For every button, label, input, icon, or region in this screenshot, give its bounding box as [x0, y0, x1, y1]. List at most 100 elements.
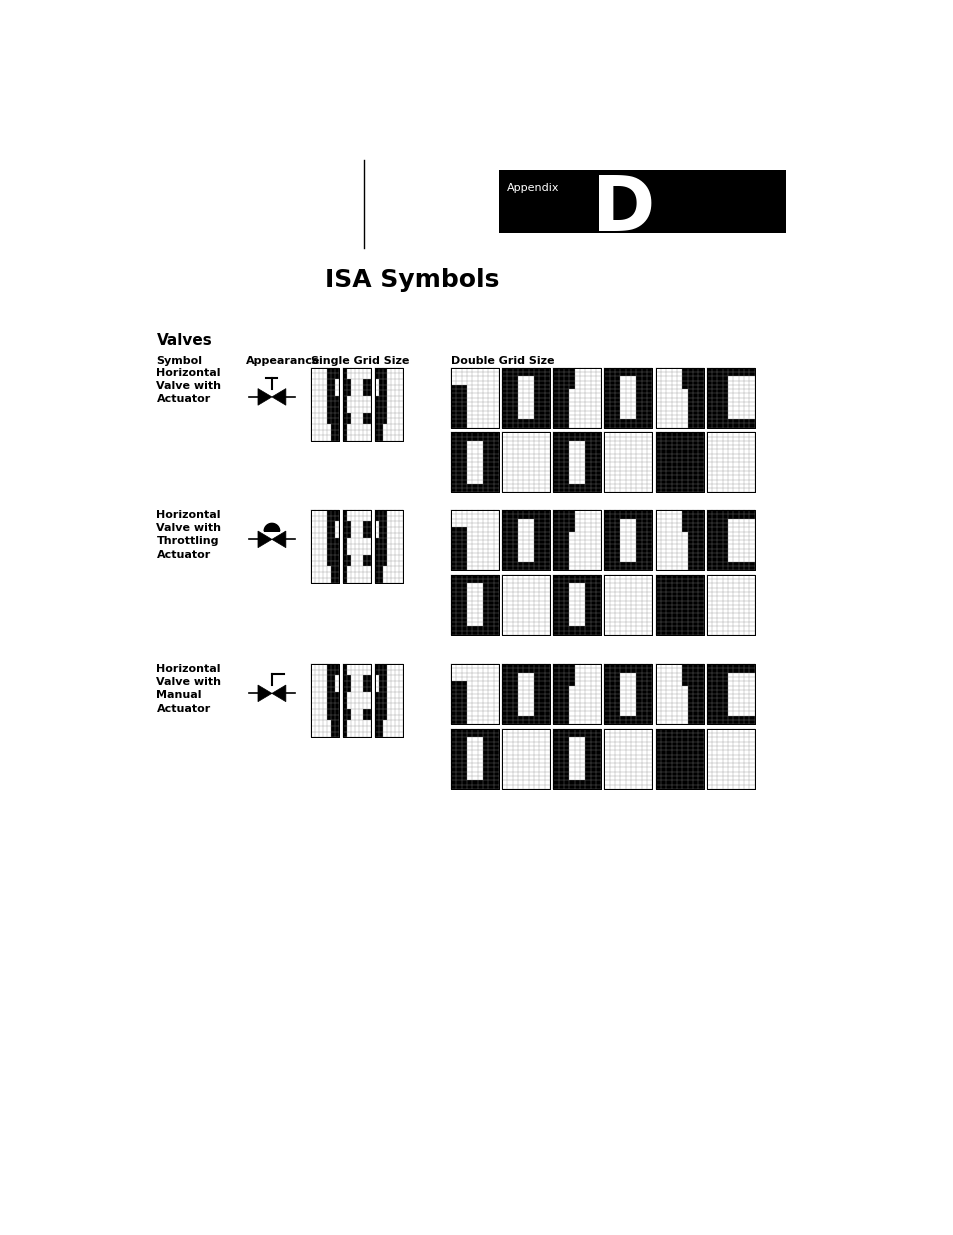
- Bar: [677, 767, 681, 772]
- Bar: [698, 540, 703, 545]
- Bar: [738, 715, 743, 720]
- Bar: [636, 515, 641, 519]
- Bar: [513, 562, 517, 566]
- Bar: [553, 510, 600, 571]
- Bar: [367, 561, 371, 567]
- Bar: [363, 561, 367, 567]
- Bar: [558, 626, 563, 631]
- Bar: [655, 437, 660, 441]
- Bar: [477, 488, 482, 493]
- Bar: [534, 419, 538, 424]
- Bar: [722, 368, 727, 372]
- Bar: [563, 536, 569, 540]
- Bar: [625, 715, 631, 720]
- Bar: [677, 742, 681, 746]
- Bar: [451, 763, 456, 767]
- Bar: [488, 458, 493, 462]
- Bar: [544, 706, 550, 711]
- Bar: [711, 566, 717, 571]
- Bar: [558, 372, 563, 377]
- Bar: [585, 471, 590, 475]
- Bar: [646, 703, 652, 706]
- Bar: [347, 390, 351, 395]
- Bar: [493, 441, 498, 445]
- Bar: [604, 415, 609, 419]
- Bar: [343, 384, 347, 390]
- Bar: [563, 484, 569, 488]
- Bar: [517, 715, 523, 720]
- Bar: [558, 685, 563, 690]
- Bar: [501, 715, 507, 720]
- Bar: [563, 548, 569, 553]
- Bar: [488, 453, 493, 458]
- Bar: [692, 746, 698, 750]
- Bar: [558, 574, 563, 579]
- Bar: [615, 424, 619, 427]
- Bar: [646, 664, 652, 668]
- Bar: [343, 709, 347, 715]
- Bar: [343, 368, 347, 373]
- Bar: [563, 776, 569, 781]
- Bar: [706, 685, 711, 690]
- Bar: [507, 385, 513, 389]
- Bar: [501, 385, 507, 389]
- Bar: [579, 626, 585, 631]
- Bar: [681, 734, 687, 737]
- Bar: [513, 377, 517, 380]
- Bar: [538, 531, 544, 536]
- Bar: [382, 676, 387, 680]
- Bar: [456, 685, 461, 690]
- Bar: [544, 515, 550, 519]
- Bar: [687, 462, 692, 467]
- Bar: [590, 755, 596, 758]
- Bar: [671, 445, 677, 450]
- Bar: [534, 540, 538, 545]
- Bar: [378, 687, 382, 693]
- Bar: [677, 746, 681, 750]
- Bar: [558, 406, 563, 410]
- Bar: [375, 510, 402, 583]
- Bar: [692, 588, 698, 592]
- Bar: [646, 515, 652, 519]
- Bar: [722, 522, 727, 527]
- Bar: [698, 424, 703, 427]
- Bar: [609, 690, 615, 694]
- Bar: [461, 548, 466, 553]
- Bar: [451, 394, 456, 398]
- Bar: [513, 394, 517, 398]
- Bar: [698, 545, 703, 548]
- Bar: [488, 437, 493, 441]
- Bar: [687, 720, 692, 724]
- Bar: [517, 668, 523, 673]
- Bar: [722, 673, 727, 677]
- Bar: [636, 368, 641, 372]
- Bar: [488, 746, 493, 750]
- Bar: [461, 441, 466, 445]
- Bar: [523, 424, 528, 427]
- Bar: [706, 389, 711, 394]
- Bar: [331, 510, 335, 516]
- Bar: [558, 605, 563, 609]
- Bar: [538, 406, 544, 410]
- Bar: [722, 720, 727, 724]
- Bar: [687, 605, 692, 609]
- Bar: [493, 588, 498, 592]
- Bar: [596, 458, 600, 462]
- Bar: [749, 368, 754, 372]
- Bar: [451, 781, 456, 784]
- Bar: [687, 622, 692, 626]
- Bar: [558, 445, 563, 450]
- Bar: [461, 583, 466, 588]
- Bar: [451, 772, 456, 776]
- Bar: [382, 390, 387, 395]
- Bar: [665, 767, 671, 772]
- Bar: [717, 372, 722, 377]
- Bar: [375, 424, 378, 430]
- Bar: [563, 462, 569, 467]
- Bar: [501, 562, 507, 566]
- Bar: [655, 626, 660, 631]
- Bar: [523, 720, 528, 724]
- Bar: [544, 527, 550, 531]
- Bar: [563, 592, 569, 597]
- Bar: [692, 579, 698, 583]
